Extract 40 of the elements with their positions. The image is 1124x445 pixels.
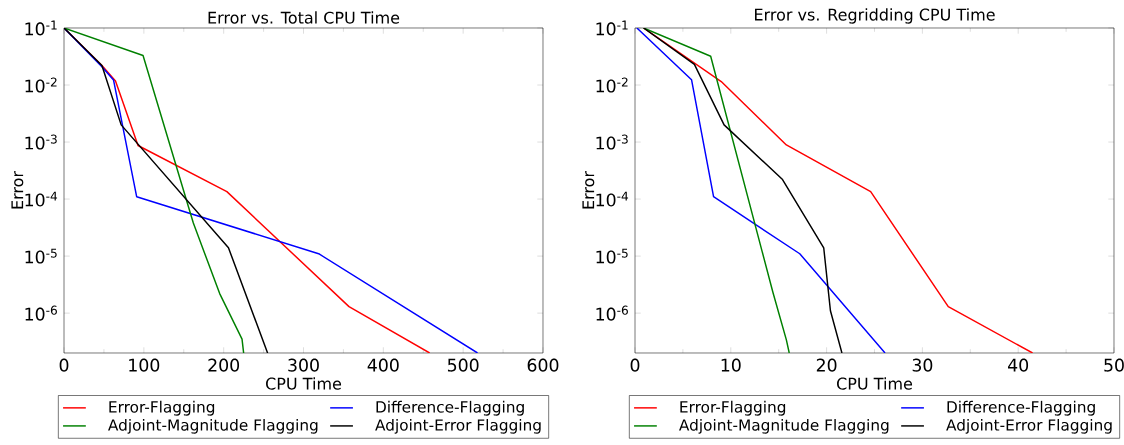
x-tick-label: 500 [447,358,479,372]
x-tick-label: 10 [721,358,741,372]
y-tick-label: 10$^{-3}$ [596,134,628,150]
x-tick-label: 100 [129,358,160,372]
x-tick-label: 300 [288,358,319,372]
legend-label: Adjoint-Magnitude Flagging [679,418,889,434]
y-tick-label: 10$^{-4}$ [596,191,629,207]
x-tick-label: 0 [59,358,69,372]
x-tick-label: 0 [630,358,640,372]
y-tick-label: 10$^{-3}$ [25,134,57,150]
legend-label: Error-Flagging [680,400,786,416]
x-axis-title: CPU Time [266,377,342,390]
chart-title: Error vs. Regridding CPU Time [755,8,995,24]
x-tick-label: 200 [208,358,240,372]
chart-title: Error vs. Total CPU Time [208,11,400,24]
legend-label: Difference-Flagging [376,400,524,416]
legend-label: Adjoint-Error Flagging [946,418,1112,434]
y-tick-label: 10$^{-2}$ [596,77,628,93]
y-axis-title: Error [11,170,24,209]
x-tick-label: 400 [367,358,399,372]
y-tick-label: 10$^{-1}$ [25,20,57,36]
y-tick-label: 10$^{-5}$ [25,248,57,264]
y-tick-label: 10$^{-5}$ [596,248,628,264]
x-tick-label: 30 [912,358,933,372]
legend-label: Error-Flagging [109,400,215,416]
x-axis-title: CPU Time [837,377,913,390]
y-axis-title: Error [582,170,595,209]
y-tick-label: 10$^{-1}$ [596,20,628,36]
x-tick-label: 600 [527,358,559,372]
y-tick-label: 10$^{-6}$ [596,305,628,321]
x-tick-label: 20 [816,358,837,372]
x-tick-label: 40 [1008,358,1029,372]
y-tick-label: 10$^{-6}$ [25,305,57,321]
legend-label: Adjoint-Error Flagging [375,418,541,434]
x-tick-label: 50 [1104,358,1124,372]
line-series [636,28,886,353]
legend-label: Difference-Flagging [947,400,1095,416]
y-tick-label: 10$^{-4}$ [25,191,58,207]
legend-label: Adjoint-Magnitude Flagging [108,418,318,434]
y-tick-label: 10$^{-2}$ [25,77,57,93]
